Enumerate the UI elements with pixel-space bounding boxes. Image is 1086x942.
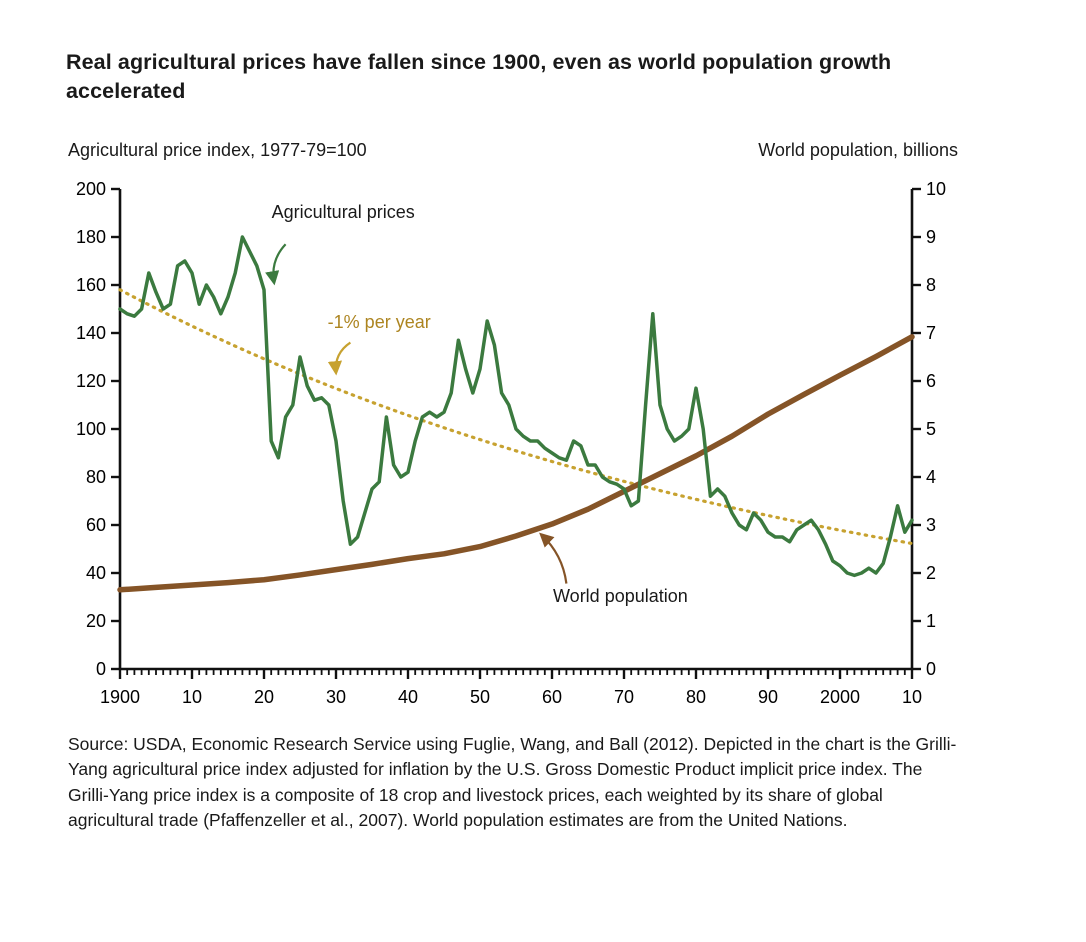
right-tick-label: 8 [926, 275, 936, 295]
source-note: Source: USDA, Economic Research Service … [68, 734, 957, 831]
x-tick-label: 90 [758, 687, 778, 707]
right-axis-title: World population, billions [758, 140, 958, 161]
left-tick-label: 60 [86, 515, 106, 535]
annotation-label: -1% per year [328, 312, 431, 332]
x-tick-label: 10 [902, 687, 922, 707]
right-tick-label: 9 [926, 227, 936, 247]
left-tick-label: 0 [96, 659, 106, 679]
x-tick-label: 80 [686, 687, 706, 707]
right-tick-label: 2 [926, 563, 936, 583]
left-tick-label: 20 [86, 611, 106, 631]
left-tick-label: 160 [76, 275, 106, 295]
left-tick-label: 100 [76, 419, 106, 439]
right-tick-label: 10 [926, 179, 946, 199]
x-tick-label: 50 [470, 687, 490, 707]
annotation-arrow [539, 532, 568, 584]
x-tick-label: 20 [254, 687, 274, 707]
right-tick-label: 7 [926, 323, 936, 343]
left-axis-title: Agricultural price index, 1977-79=100 [68, 140, 367, 161]
right-tick-label: 5 [926, 419, 936, 439]
right-tick-label: 4 [926, 467, 936, 487]
left-tick-label: 120 [76, 371, 106, 391]
x-tick-label: 30 [326, 687, 346, 707]
x-tick-label: 10 [182, 687, 202, 707]
left-tick-label: 180 [76, 227, 106, 247]
left-tick-label: 200 [76, 179, 106, 199]
annotation-arrow [327, 341, 352, 376]
left-tick-label: 80 [86, 467, 106, 487]
x-tick-label: 2000 [820, 687, 860, 707]
annotation-label: Agricultural prices [272, 202, 415, 222]
annotation-label: World population [553, 586, 688, 606]
series--1-per-year [118, 288, 914, 546]
left-tick-label: 140 [76, 323, 106, 343]
series-world-population [117, 334, 915, 593]
x-tick-label: 70 [614, 687, 634, 707]
x-tick-label: 40 [398, 687, 418, 707]
right-tick-label: 6 [926, 371, 936, 391]
left-tick-label: 40 [86, 563, 106, 583]
x-tick-label: 1900 [100, 687, 140, 707]
x-tick-label: 60 [542, 687, 562, 707]
right-tick-label: 3 [926, 515, 936, 535]
right-tick-label: 1 [926, 611, 936, 631]
series-agricultural-prices [118, 235, 914, 578]
axis-titles-row: Agricultural price index, 1977-79=100 Wo… [68, 140, 958, 161]
chart-canvas: 0204060801001201401601802000123456789101… [76, 179, 946, 707]
right-tick-label: 0 [926, 659, 936, 679]
chart-title: Real agricultural prices have fallen sin… [66, 50, 892, 104]
annotation-arrow [265, 243, 287, 286]
